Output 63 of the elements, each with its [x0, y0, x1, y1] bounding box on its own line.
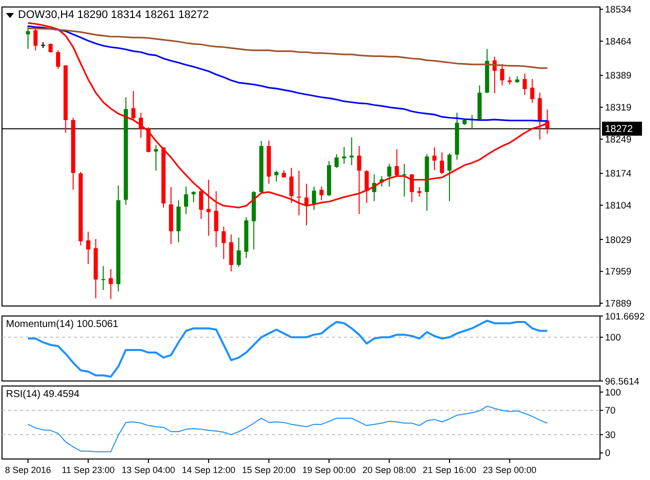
candlestick — [402, 163, 406, 198]
x-tick-label: 14 Sep 12:00 — [182, 465, 236, 475]
line-series — [28, 406, 548, 452]
candlestick — [101, 265, 106, 291]
candlestick — [274, 170, 278, 182]
y-tick-label: 18029 — [605, 234, 632, 246]
candlestick — [312, 186, 316, 210]
y-tick-label: 70 — [605, 406, 616, 417]
chart-title: Momentum(14) 100.5061 — [6, 319, 119, 330]
candlestick — [500, 63, 504, 86]
candlestick — [108, 268, 113, 300]
candlestick — [154, 144, 158, 172]
y-tick-label: 100 — [605, 332, 621, 344]
y-tick-label: 96.5614 — [605, 376, 640, 388]
chart-title: DOW30,H4 18290 18314 18261 18272 — [18, 9, 209, 21]
candlestick — [222, 226, 226, 260]
candlestick — [522, 73, 527, 96]
candlestick — [192, 190, 196, 203]
y-tick-label: 18389 — [605, 70, 632, 82]
candlestick — [530, 78, 534, 104]
candlestick — [33, 27, 38, 51]
candlestick — [350, 136, 354, 166]
x-tick-label: 19 Sep 00:00 — [302, 465, 356, 475]
chart-title: RSI(14) 49.4594 — [6, 389, 80, 400]
y-tick-label: 30 — [605, 430, 616, 441]
x-tick-label: 21 Sep 16:00 — [422, 465, 476, 475]
ref-line-label: 18272 — [605, 124, 634, 136]
candlestick — [538, 92, 542, 140]
x-tick-label: 23 Sep 00:00 — [482, 465, 536, 475]
candlestick — [86, 231, 90, 265]
x-tick-label: 8 Sep 2016 — [4, 465, 52, 475]
candlestick — [236, 237, 241, 268]
y-tick-label: 18319 — [605, 102, 632, 114]
x-tick-label: 13 Sep 04:00 — [122, 465, 176, 475]
candlestick — [334, 154, 339, 168]
candlestick — [417, 186, 422, 198]
x-tick-label: 20 Sep 08:00 — [362, 465, 416, 475]
y-tick-label: 17959 — [605, 266, 632, 278]
candlestick — [289, 167, 294, 204]
y-tick-label: 18464 — [605, 36, 632, 48]
candlestick — [364, 170, 369, 204]
candlestick — [26, 24, 30, 50]
candlestick — [440, 152, 444, 175]
candlestick — [387, 163, 392, 188]
candlestick — [56, 50, 60, 70]
y-tick-label: 100 — [605, 387, 621, 398]
candlestick — [447, 152, 452, 202]
candlestick — [229, 234, 234, 272]
candlestick — [184, 186, 188, 214]
candlestick — [48, 42, 53, 54]
y-tick-label: 0 — [605, 448, 610, 460]
y-tick-label: 18249 — [605, 134, 632, 146]
y-tick-label: 18104 — [605, 200, 632, 212]
candlestick — [432, 146, 436, 171]
y-tick-label: 101.6692 — [605, 311, 645, 322]
x-tick-label: 15 Sep 20:00 — [242, 465, 296, 475]
candlestick — [394, 148, 399, 178]
y-tick-label: 17889 — [605, 298, 632, 310]
candlestick — [342, 146, 346, 164]
y-tick-label: 18174 — [605, 168, 632, 180]
y-tick-label: 18534 — [605, 4, 632, 16]
candlestick — [131, 90, 136, 121]
x-tick-label: 11 Sep 23:00 — [62, 465, 115, 475]
